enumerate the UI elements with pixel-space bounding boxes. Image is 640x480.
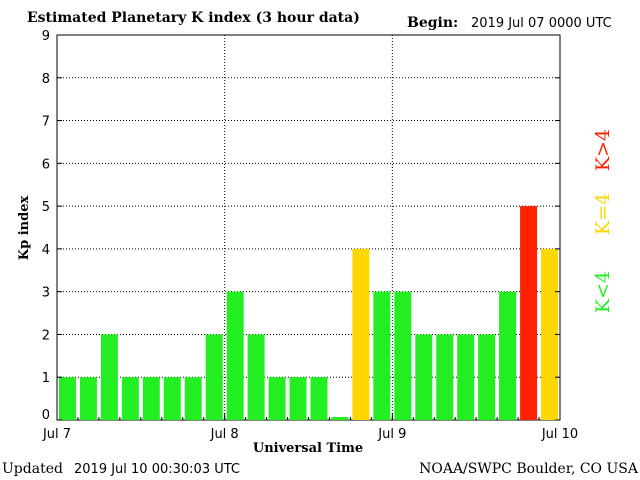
kp-bar: [478, 334, 496, 420]
kp-bar: [394, 291, 412, 420]
kp-bar: [163, 377, 181, 420]
kp-bar: [100, 334, 118, 420]
kp-bar: [226, 291, 244, 420]
kp-bar: [184, 377, 202, 420]
y-tick-label: 6: [42, 157, 50, 172]
kp-bar: [79, 377, 97, 420]
x-tick-label: Jul 10: [541, 427, 578, 442]
kp-bar: [457, 334, 475, 420]
kp-bar: [520, 206, 538, 420]
y-tick-label: 2: [42, 328, 50, 343]
kp-bar: [541, 248, 558, 420]
y-tick-label: 7: [42, 115, 50, 130]
kp-bar: [289, 377, 307, 420]
bars: [59, 206, 558, 420]
y-tick-label: 9: [42, 29, 50, 44]
source-attribution: NOAA/SWPC Boulder, CO USA: [419, 461, 639, 477]
updated-value: 2019 Jul 10 00:30:03 UTC: [74, 462, 240, 477]
x-tick-label: Jul 9: [377, 427, 406, 442]
kp-bar: [499, 291, 517, 420]
y-tick-label: 0: [42, 408, 50, 423]
kp-bar: [310, 377, 328, 420]
x-axis-title: Universal Time: [253, 441, 363, 456]
kp-bar: [436, 334, 454, 420]
kp-bar: [268, 377, 286, 420]
kp-bar: [121, 377, 139, 420]
y-tick-label: 1: [42, 371, 50, 386]
y-tick-label: 5: [42, 200, 50, 215]
y-tick-label: 3: [42, 286, 50, 301]
grid-lines: [57, 35, 560, 420]
legend-k-above-4: K>4: [592, 129, 614, 171]
chart-title: Estimated Planetary K index (3 hour data…: [27, 10, 360, 26]
kp-bar: [331, 417, 349, 420]
kp-bar: [59, 377, 76, 420]
y-ticks: 0 1 2 3 4 5 6 7 8 9: [42, 29, 560, 423]
kp-bar: [352, 248, 370, 420]
x-ticks: Jul 7 Jul 8 Jul 9 Jul 10: [42, 413, 578, 442]
kp-bar: [415, 334, 433, 420]
y-tick-label: 8: [42, 72, 50, 87]
kp-bar: [205, 334, 223, 420]
kp-bar: [142, 377, 160, 420]
y-tick-label: 4: [42, 243, 50, 258]
y-axis-title: Kp index: [17, 196, 32, 261]
updated-label: Updated: [2, 461, 63, 477]
legend-k-below-4: K<4: [592, 271, 614, 313]
legend-k-equals-4: K=4: [592, 193, 614, 235]
x-tick-label: Jul 8: [210, 427, 239, 442]
begin-value: 2019 Jul 07 0000 UTC: [471, 16, 612, 31]
kp-bar: [247, 334, 265, 420]
begin-label: Begin:: [407, 15, 458, 31]
kp-bar: [373, 291, 391, 420]
x-tick-label: Jul 7: [42, 427, 71, 442]
